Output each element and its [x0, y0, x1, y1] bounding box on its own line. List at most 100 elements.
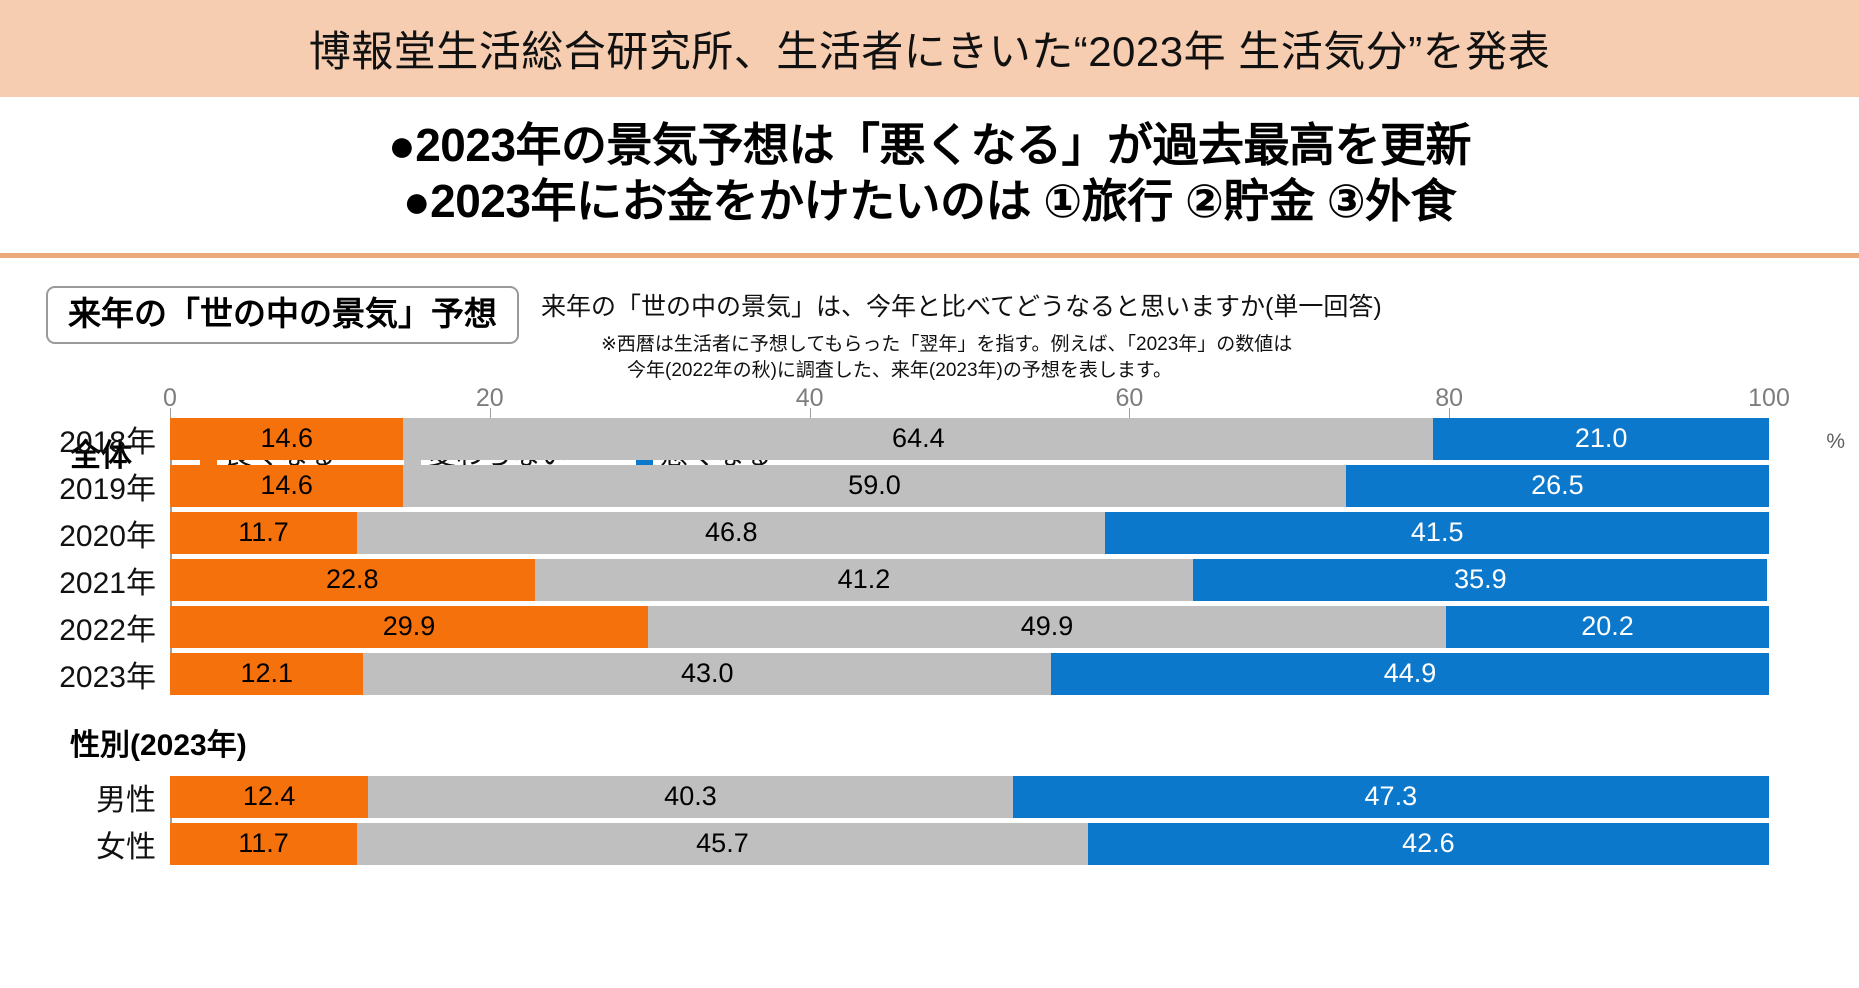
bar-value-label: 59.0	[848, 470, 901, 500]
footnote-line-1: ※西暦は生活者に予想してもらった「翌年」を指す。例えば、「2023年」の数値は	[601, 334, 1293, 356]
bar-segment-bad: 42.6	[1087, 822, 1769, 865]
bar-row: 2018年 14.6 64.4 21.0	[0, 417, 1859, 460]
axis-tick-100: 100	[1748, 383, 1790, 412]
bar-segment-good: 22.8	[170, 558, 535, 601]
header-banner: 博報堂生活総合研究所、生活者にきいた“2023年 生活気分”を発表	[0, 0, 1859, 97]
bar-value-label: 12.4	[242, 781, 296, 811]
bar-segment-good: 29.9	[170, 605, 649, 648]
chart-section: 来年の「世の中の景気」予想 来年の「世の中の景気」は、今年と比べてどうなると思い…	[0, 258, 1859, 865]
bar-row-label: 2023年	[59, 660, 156, 694]
bar-row-label: 男性	[96, 783, 156, 817]
bar-row-label: 2020年	[59, 519, 156, 553]
bar-value-label: 41.5	[1410, 517, 1464, 547]
bar-value-label: 47.3	[1364, 781, 1418, 811]
chart-topic-box: 来年の「世の中の景気」予想	[46, 286, 519, 345]
axis-tick-80: 80	[1435, 383, 1464, 412]
bar-row-label: 2018年	[59, 425, 156, 459]
plot-area: 0 20 40 60 80 100 2018年 14.6 64.4 21.0 2019年 14.6 5…	[0, 384, 1859, 865]
bar-value-label: 43.0	[680, 658, 734, 688]
bar-track: 14.6 59.0 26.5	[170, 464, 1769, 507]
bar-row-label: 2022年	[59, 613, 156, 647]
bar-segment-bad: 44.9	[1051, 652, 1769, 695]
axis-tick-60: 60	[1115, 383, 1144, 412]
bar-value-label: 11.7	[238, 517, 289, 547]
bar-track: 29.9 49.9 20.2	[170, 605, 1769, 648]
bar-rows-gender: 男性 12.4 40.3 47.3 女性 11.7 45.7 42.6	[0, 775, 1859, 865]
axis-tick-40: 40	[795, 383, 824, 412]
bar-segment-good: 11.7	[170, 511, 358, 554]
banner-title: 博報堂生活総合研究所、生活者にきいた“2023年 生活気分”を発表	[308, 28, 1551, 75]
bar-track: 22.8 41.2 35.9	[170, 558, 1769, 601]
bar-segment-same: 40.3	[368, 775, 1013, 818]
bar-track: 11.7 46.8 41.5	[170, 511, 1769, 554]
bar-segment-same: 46.8	[357, 511, 1106, 554]
orange-divider	[0, 253, 1859, 259]
group-title-total: 全体	[70, 438, 132, 474]
bar-row: 男性 12.4 40.3 47.3	[0, 775, 1859, 818]
bar-value-label: 45.7	[696, 828, 749, 858]
bar-row: 2020年 11.7 46.8 41.5	[0, 511, 1859, 554]
bar-row-label: 女性	[96, 830, 156, 864]
bar-value-label: 14.6	[260, 470, 313, 500]
bar-track: 12.4 40.3 47.3	[170, 775, 1769, 818]
bar-segment-bad: 47.3	[1012, 775, 1769, 818]
bar-segment-bad: 26.5	[1345, 464, 1769, 507]
bar-row-label: 2019年	[59, 472, 156, 506]
bar-value-label: 49.9	[1020, 611, 1074, 641]
bar-value-label: 21.0	[1574, 423, 1628, 453]
bar-value-label: 40.3	[664, 781, 717, 811]
footnote-line-2: 今年(2022年の秋)に調査した、来年(2023年)の予想を表します。	[627, 359, 1172, 381]
bar-segment-bad: 21.0	[1433, 417, 1769, 460]
bar-row-label: 2021年	[59, 566, 156, 600]
bar-value-label: 64.4	[892, 423, 945, 453]
bar-segment-same: 49.9	[648, 605, 1446, 648]
question-column: 来年の「世の中の景気」は、今年と比べてどうなると思いますか(単一回答) ※西暦は…	[541, 286, 1382, 383]
group-title-gender: 性別(2023年)	[70, 728, 247, 762]
bar-segment-good: 12.4	[170, 775, 369, 818]
bar-rows-total: 2018年 14.6 64.4 21.0 2019年 14.6 59.0 26.5 2020年 1…	[0, 417, 1859, 695]
bar-segment-same: 43.0	[363, 652, 1052, 695]
bar-row: 2019年 14.6 59.0 26.5	[0, 464, 1859, 507]
bar-segment-good: 14.6	[170, 417, 404, 460]
bar-value-label: 29.9	[382, 611, 436, 641]
survey-question: 来年の「世の中の景気」は、今年と比べてどうなると思いますか(単一回答)	[541, 293, 1382, 322]
bar-row: 2022年 29.9 49.9 20.2	[0, 605, 1859, 648]
bar-value-label: 20.2	[1581, 611, 1634, 641]
bar-value-label: 35.9	[1454, 564, 1507, 594]
bar-segment-same: 59.0	[403, 464, 1346, 507]
bar-value-label: 14.6	[260, 423, 313, 453]
bar-segment-bad: 35.9	[1193, 558, 1768, 601]
bar-segment-bad: 41.5	[1105, 511, 1769, 554]
headline-line-1: ●2023年の景気予想は「悪くなる」が過去最高を更新	[387, 119, 1472, 171]
bar-row: 2021年 22.8 41.2 35.9	[0, 558, 1859, 601]
axis-tick-0: 0	[163, 383, 177, 412]
bar-value-label: 46.8	[704, 517, 758, 547]
bar-track: 12.1 43.0 44.9	[170, 652, 1769, 695]
bar-value-label: 41.2	[837, 564, 891, 594]
section-header: 来年の「世の中の景気」予想 来年の「世の中の景気」は、今年と比べてどうなると思い…	[0, 258, 1859, 383]
headline-line-2: ●2023年にお金をかけたいのは ①旅行 ②貯金 ③外食	[402, 175, 1457, 228]
bar-segment-same: 41.2	[534, 558, 1194, 601]
bar-value-label: 26.5	[1531, 470, 1584, 500]
bar-value-label: 12.1	[240, 658, 294, 688]
bar-row: 2023年 12.1 43.0 44.9	[0, 652, 1859, 695]
chart-footnote: ※西暦は生活者に予想してもらった「翌年」を指す。例えば、「2023年」の数値は …	[541, 332, 1382, 383]
bar-segment-same: 64.4	[403, 417, 1434, 460]
axis-tick-20: 20	[475, 383, 504, 412]
bar-value-label: 42.6	[1402, 828, 1455, 858]
percent-unit-label: %	[1826, 430, 1845, 454]
chart-body-gender: 男性 12.4 40.3 47.3 女性 11.7 45.7 42.6	[0, 775, 1859, 865]
bar-value-label: 44.9	[1383, 658, 1437, 688]
bar-segment-good: 12.1	[170, 652, 364, 695]
x-axis-tick-labels: 0 20 40 60 80 100	[0, 384, 1859, 418]
bar-segment-bad: 20.2	[1445, 605, 1769, 648]
bar-row: 女性 11.7 45.7 42.6	[0, 822, 1859, 865]
chart-body: 2018年 14.6 64.4 21.0 2019年 14.6 59.0 26.5 2020年 1…	[0, 407, 1859, 695]
headline-block: ●2023年の景気予想は「悪くなる」が過去最高を更新 ●2023年にお金をかけた…	[0, 97, 1859, 243]
bar-segment-good: 14.6	[170, 464, 404, 507]
bar-segment-good: 11.7	[170, 822, 358, 865]
bar-track: 14.6 64.4 21.0	[170, 417, 1769, 460]
bar-value-label: 22.8	[326, 564, 379, 594]
bar-value-label: 11.7	[238, 828, 289, 858]
bar-segment-same: 45.7	[357, 822, 1088, 865]
